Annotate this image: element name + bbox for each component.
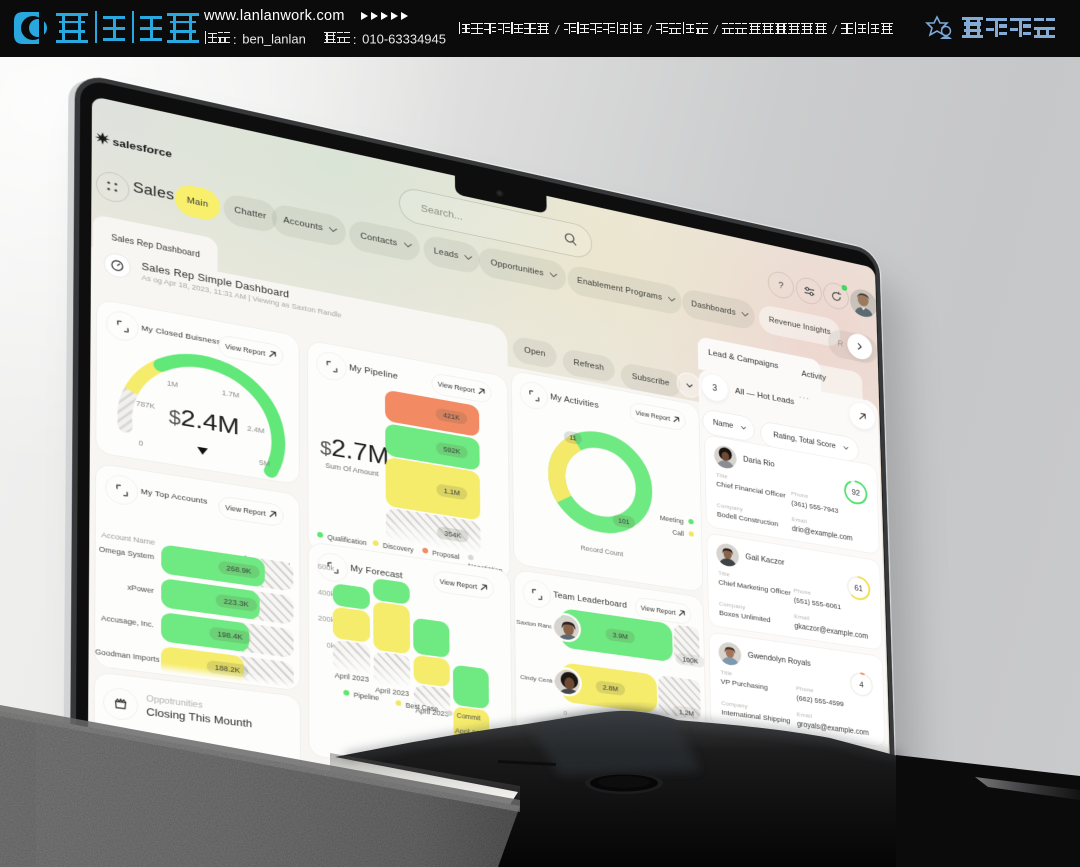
svg-text:787K: 787K bbox=[136, 399, 156, 411]
svg-text:92: 92 bbox=[851, 488, 860, 498]
svg-text:salesforce: salesforce bbox=[112, 136, 172, 160]
svg-text:2.4M: 2.4M bbox=[247, 424, 264, 435]
svg-text:$2.4M: $2.4M bbox=[169, 401, 240, 440]
svg-text:1.7M: 1.7M bbox=[222, 389, 239, 400]
svg-text:5M: 5M bbox=[259, 458, 270, 468]
svg-text:1M: 1M bbox=[167, 379, 178, 389]
svg-text:61: 61 bbox=[854, 584, 863, 594]
svg-text:4: 4 bbox=[859, 680, 864, 690]
svg-text:0: 0 bbox=[139, 439, 144, 448]
